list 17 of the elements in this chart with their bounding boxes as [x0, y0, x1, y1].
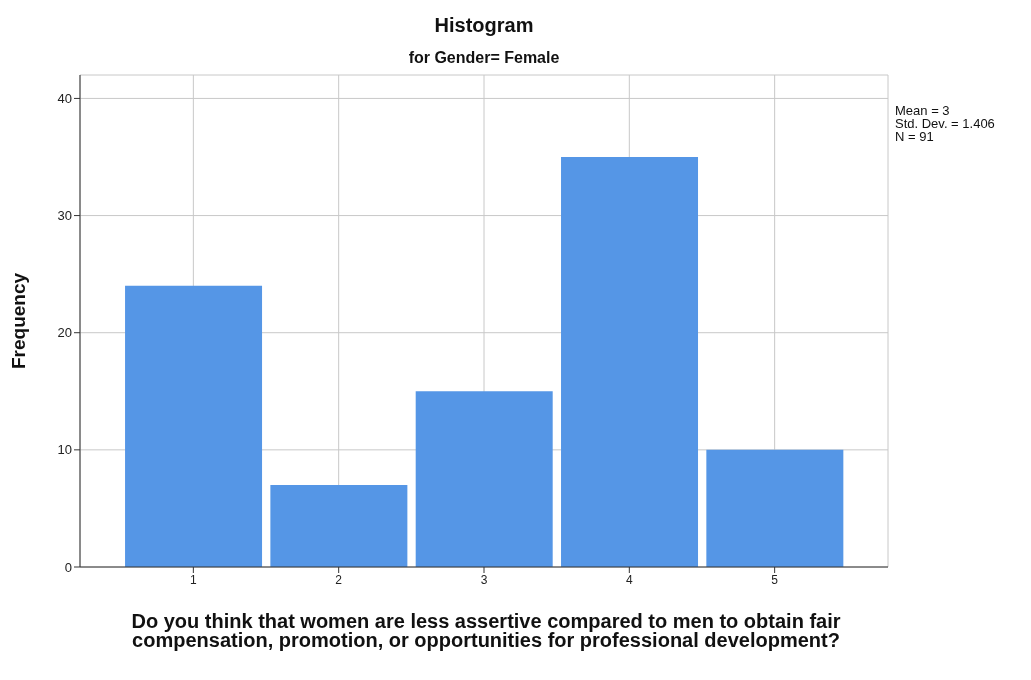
- x-tick-label: 3: [480, 572, 488, 587]
- x-tick-label: 5: [771, 572, 779, 587]
- y-tick-label: 10: [57, 442, 72, 458]
- y-tick-label: 30: [57, 208, 72, 224]
- text: Mean = 3: [895, 103, 951, 118]
- chart-subtitle: for Gender= Female: [407, 49, 561, 67]
- x-tick-label: 1: [190, 572, 198, 587]
- text: Std. Dev. = 1.406: [895, 116, 995, 131]
- x-tick-label: 2: [335, 572, 343, 587]
- x-tick-label: 4: [625, 572, 633, 587]
- y-tick-label: 20: [57, 325, 72, 341]
- text: N = 91: [895, 129, 935, 144]
- x-axis-title: Do you think that women are less assertive compared to men to obtain fair compensation, promotion, or opportunities for professional development?: [130, 610, 842, 651]
- chart-title: Histogram: [433, 14, 535, 37]
- y-tick-label: 40: [57, 91, 72, 107]
- y-axis-title: Frequency: [7, 272, 29, 370]
- y-tick-label: 0: [64, 559, 72, 575]
